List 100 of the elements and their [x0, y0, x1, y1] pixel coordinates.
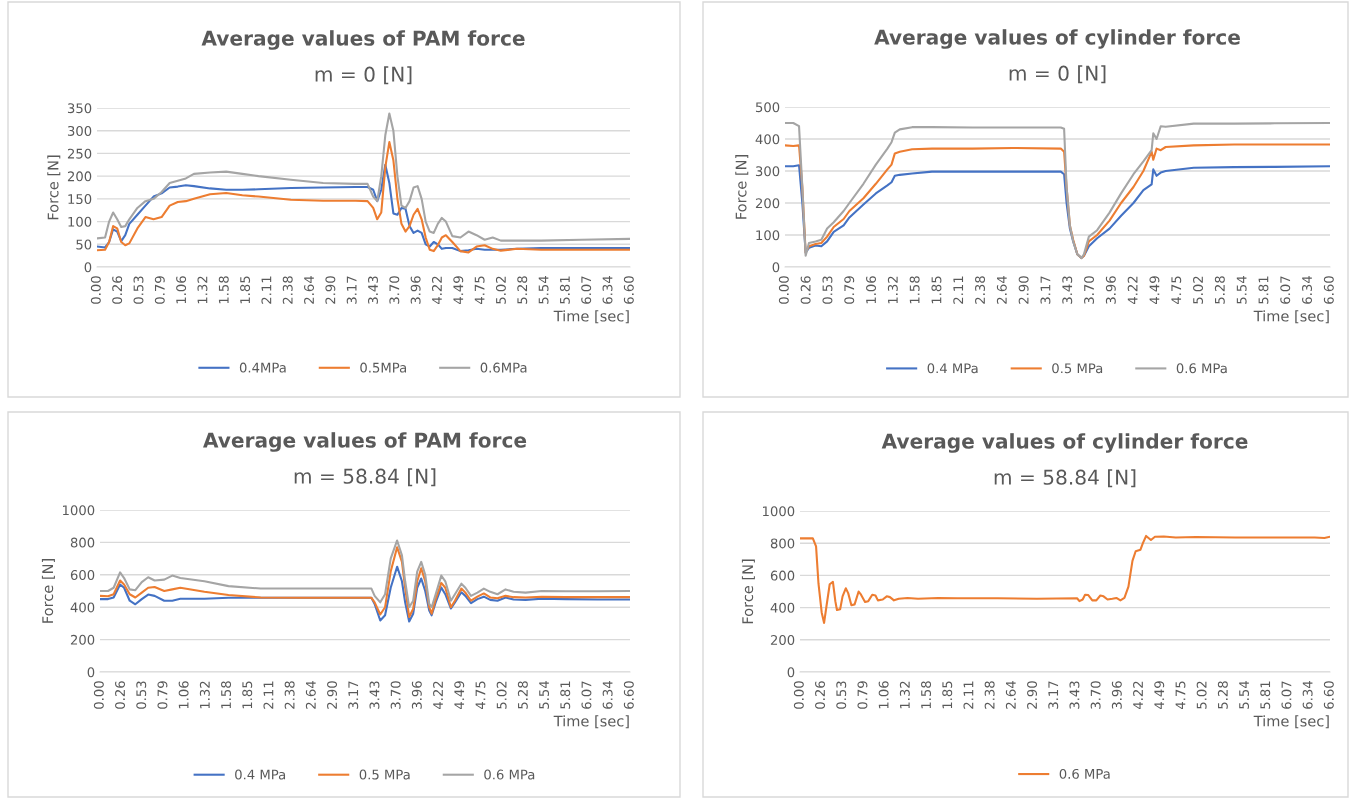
legend-label: 0.4 MPa [927, 363, 978, 374]
legend-label: 0.6MPa [480, 362, 527, 373]
y-tick-label: 800 [770, 538, 795, 549]
legend-label: 0.4MPa [239, 362, 286, 373]
chart-title: Average values of cylinder force [881, 433, 1248, 453]
x-tick-label: 6.07 [581, 276, 592, 304]
y-tick-label: 400 [70, 602, 95, 613]
x-tick-label: 2.11 [263, 681, 274, 709]
x-tick-label: 1.85 [931, 276, 942, 304]
x-tick-label: 2.64 [1005, 681, 1016, 709]
chart-subtitle: m = 58.84 [N] [994, 469, 1136, 488]
y-tick-label: 300 [67, 125, 92, 136]
x-axis-title: Time [sec] [553, 310, 629, 324]
x-tick-label: 3.70 [1084, 276, 1095, 304]
x-tick-label: 3.17 [1040, 276, 1051, 304]
x-tick-label: 5.81 [1260, 681, 1271, 709]
x-tick-label: 6.34 [1302, 681, 1313, 709]
line-series [97, 112, 630, 242]
chart-subtitle: m = 58.84 [N] [294, 468, 436, 487]
y-tick-label: 300 [755, 166, 780, 177]
legend-label: 0.6 MPa [1176, 363, 1227, 374]
x-tick-label: 5.02 [496, 681, 507, 709]
y-tick-label: 0 [787, 667, 795, 678]
x-tick-label: 5.28 [517, 276, 528, 304]
x-tick-label: 2.90 [327, 681, 338, 709]
x-tick-label: 6.34 [602, 276, 613, 304]
y-tick-label: 600 [70, 570, 95, 580]
x-tick-label: 4.22 [1133, 681, 1143, 710]
x-tick-label: 1.32 [899, 681, 910, 709]
x-tick-label: 3.96 [1105, 276, 1116, 304]
x-tick-label: 1.85 [240, 276, 251, 304]
x-tick-label: 2.11 [261, 276, 272, 304]
x-tick-label: 6.07 [1281, 681, 1292, 709]
x-tick-label: 0.26 [112, 276, 123, 304]
y-tick-label: 400 [770, 602, 795, 613]
y-tick-label: 250 [67, 148, 92, 159]
x-tick-label: 6.07 [581, 681, 592, 709]
legend-label: 0.5 MPa [1052, 363, 1103, 374]
x-tick-label: 1.58 [909, 276, 920, 304]
y-tick-label: 100 [68, 216, 92, 227]
y-tick-label: 200 [755, 198, 780, 209]
x-tick-label: 1.06 [866, 276, 877, 304]
x-tick-label: 1.85 [942, 681, 953, 709]
x-tick-label: 3.43 [368, 276, 378, 304]
x-tick-label: 0.26 [115, 681, 126, 709]
x-tick-label: 3.17 [1048, 681, 1059, 709]
x-tick-label: 5.02 [1193, 276, 1204, 304]
x-tick-label: 3.96 [410, 276, 421, 304]
x-tick-label: 3.17 [348, 681, 359, 709]
line-series [100, 539, 630, 609]
y-tick-label: 200 [70, 634, 95, 645]
x-tick-label: 3.43 [369, 681, 380, 709]
x-tick-label: 6.60 [1323, 681, 1334, 709]
y-tick-label: 150 [68, 194, 92, 205]
x-tick-label: 4.22 [431, 276, 442, 305]
y-tick-label: 350 [67, 103, 92, 114]
x-tick-label: 2.11 [963, 681, 974, 709]
x-tick-label: 0.79 [157, 681, 168, 709]
y-axis-title: Force [N] [41, 559, 55, 623]
y-tick-label: 0 [772, 262, 780, 273]
x-tick-label: 4.75 [1171, 276, 1182, 305]
legend-label: 0.5MPa [360, 362, 406, 373]
x-tick-label: 5.81 [1258, 276, 1269, 304]
x-tick-label: 3.96 [1111, 681, 1122, 709]
line-series [97, 163, 630, 253]
y-tick-label: 0 [84, 262, 92, 273]
x-tick-label: 2.90 [1018, 276, 1029, 304]
x-tick-label: 2.90 [325, 276, 336, 304]
x-tick-label: 0.00 [793, 681, 804, 709]
y-tick-label: 400 [755, 134, 780, 145]
x-tick-label: 2.38 [284, 681, 295, 709]
line-series [800, 534, 1330, 624]
x-tick-label: 4.49 [1149, 276, 1160, 305]
x-tick-label: 2.38 [282, 276, 293, 304]
x-tick-label: 4.22 [433, 681, 443, 710]
x-tick-label: 0.53 [136, 681, 147, 709]
y-tick-label: 600 [770, 570, 795, 581]
chart-subtitle: m = 0 [N] [315, 66, 412, 85]
line-series [785, 121, 1330, 260]
y-tick-label: 0 [87, 667, 95, 678]
chart-title: Average values of PAM force [201, 30, 525, 50]
x-tick-label: 3.43 [1062, 276, 1073, 304]
x-tick-label: 6.34 [1302, 276, 1313, 304]
x-tick-label: 0.53 [836, 681, 847, 709]
y-tick-label: 1000 [63, 505, 95, 516]
y-tick-label: 200 [67, 171, 92, 182]
x-tick-label: 3.96 [411, 681, 422, 709]
legend-label: 0.6 MPa [484, 769, 535, 780]
x-tick-label: 4.75 [1175, 681, 1186, 710]
x-tick-label: 1.06 [178, 681, 189, 709]
x-tick-label: 1.32 [199, 681, 210, 709]
legend-label: 0.4 MPa [235, 769, 286, 780]
chart-title: Average values of cylinder force [874, 29, 1240, 49]
x-tick-label: 0.26 [800, 276, 811, 304]
x-tick-label: 0.79 [154, 276, 165, 304]
x-tick-label: 1.06 [878, 681, 889, 709]
line-series [100, 546, 630, 618]
x-tick-label: 6.34 [602, 681, 613, 709]
x-tick-label: 5.81 [559, 276, 570, 304]
y-tick-label: 200 [770, 635, 795, 645]
